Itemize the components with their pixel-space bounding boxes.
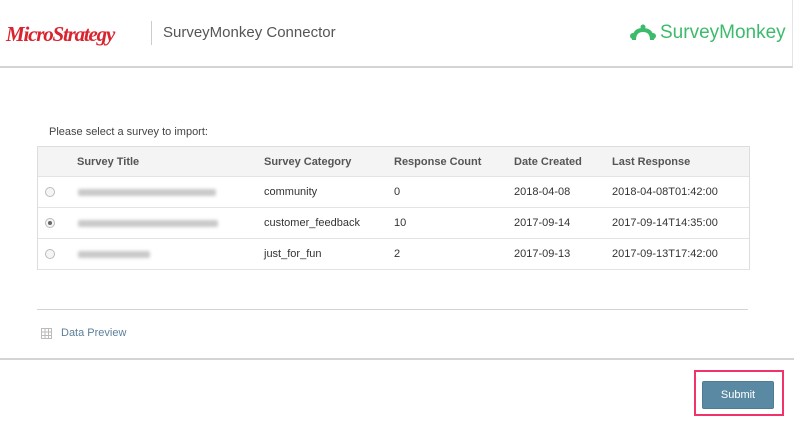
table-row[interactable]: community 0 2018-04-08 2018-04-08T01:42:… (38, 177, 749, 208)
survey-title-redacted (78, 219, 218, 227)
date-created: 2018-04-08 (514, 186, 571, 198)
data-preview-label: Data Preview (61, 327, 127, 339)
survey-category: just_for_fun (264, 248, 322, 260)
surveymonkey-icon (630, 24, 656, 41)
last-response: 2018-04-08T01:42:00 (612, 186, 718, 198)
col-last-response[interactable]: Last Response (612, 155, 691, 168)
survey-radio[interactable] (45, 187, 55, 197)
header: MicroStrategy SurveyMonkey Connector Sur… (0, 0, 793, 68)
table-row[interactable]: just_for_fun 2 2017-09-13 2017-09-13T17:… (38, 239, 749, 270)
header-divider (151, 21, 152, 45)
table-header: Survey Title Survey Category Response Co… (38, 147, 749, 177)
survey-radio[interactable] (45, 249, 55, 259)
survey-prompt: Please select a survey to import: (49, 126, 208, 138)
response-count: 10 (394, 217, 407, 229)
grid-icon (41, 327, 52, 339)
app-title: SurveyMonkey Connector (163, 24, 336, 41)
col-survey-title[interactable]: Survey Title (77, 155, 140, 168)
survey-title-redacted (78, 250, 150, 258)
response-count: 2 (394, 248, 401, 260)
survey-table: Survey Title Survey Category Response Co… (37, 146, 750, 270)
microstrategy-logo: MicroStrategy (6, 22, 115, 46)
date-created: 2017-09-13 (514, 248, 571, 260)
table-bottom-border (37, 309, 748, 310)
surveymonkey-wordmark: SurveyMonkey (660, 22, 786, 43)
col-date-created[interactable]: Date Created (514, 155, 582, 168)
survey-radio-selected[interactable] (45, 218, 55, 228)
col-response-count[interactable]: Response Count (394, 155, 482, 168)
surveymonkey-logo: SurveyMonkey (630, 22, 786, 44)
date-created: 2017-09-14 (514, 217, 571, 229)
last-response: 2017-09-14T14:35:00 (612, 217, 718, 229)
col-survey-category[interactable]: Survey Category (264, 155, 352, 168)
submit-highlight (694, 370, 784, 416)
submit-button[interactable]: Submit (702, 381, 774, 409)
last-response: 2017-09-13T17:42:00 (612, 248, 718, 260)
survey-title-redacted (78, 188, 216, 196)
survey-category: community (264, 186, 318, 198)
survey-category: customer_feedback (264, 217, 360, 229)
table-row[interactable]: customer_feedback 10 2017-09-14 2017-09-… (38, 208, 749, 239)
data-preview-link[interactable]: Data Preview (41, 327, 126, 339)
footer-divider (0, 358, 794, 360)
response-count: 0 (394, 186, 401, 198)
